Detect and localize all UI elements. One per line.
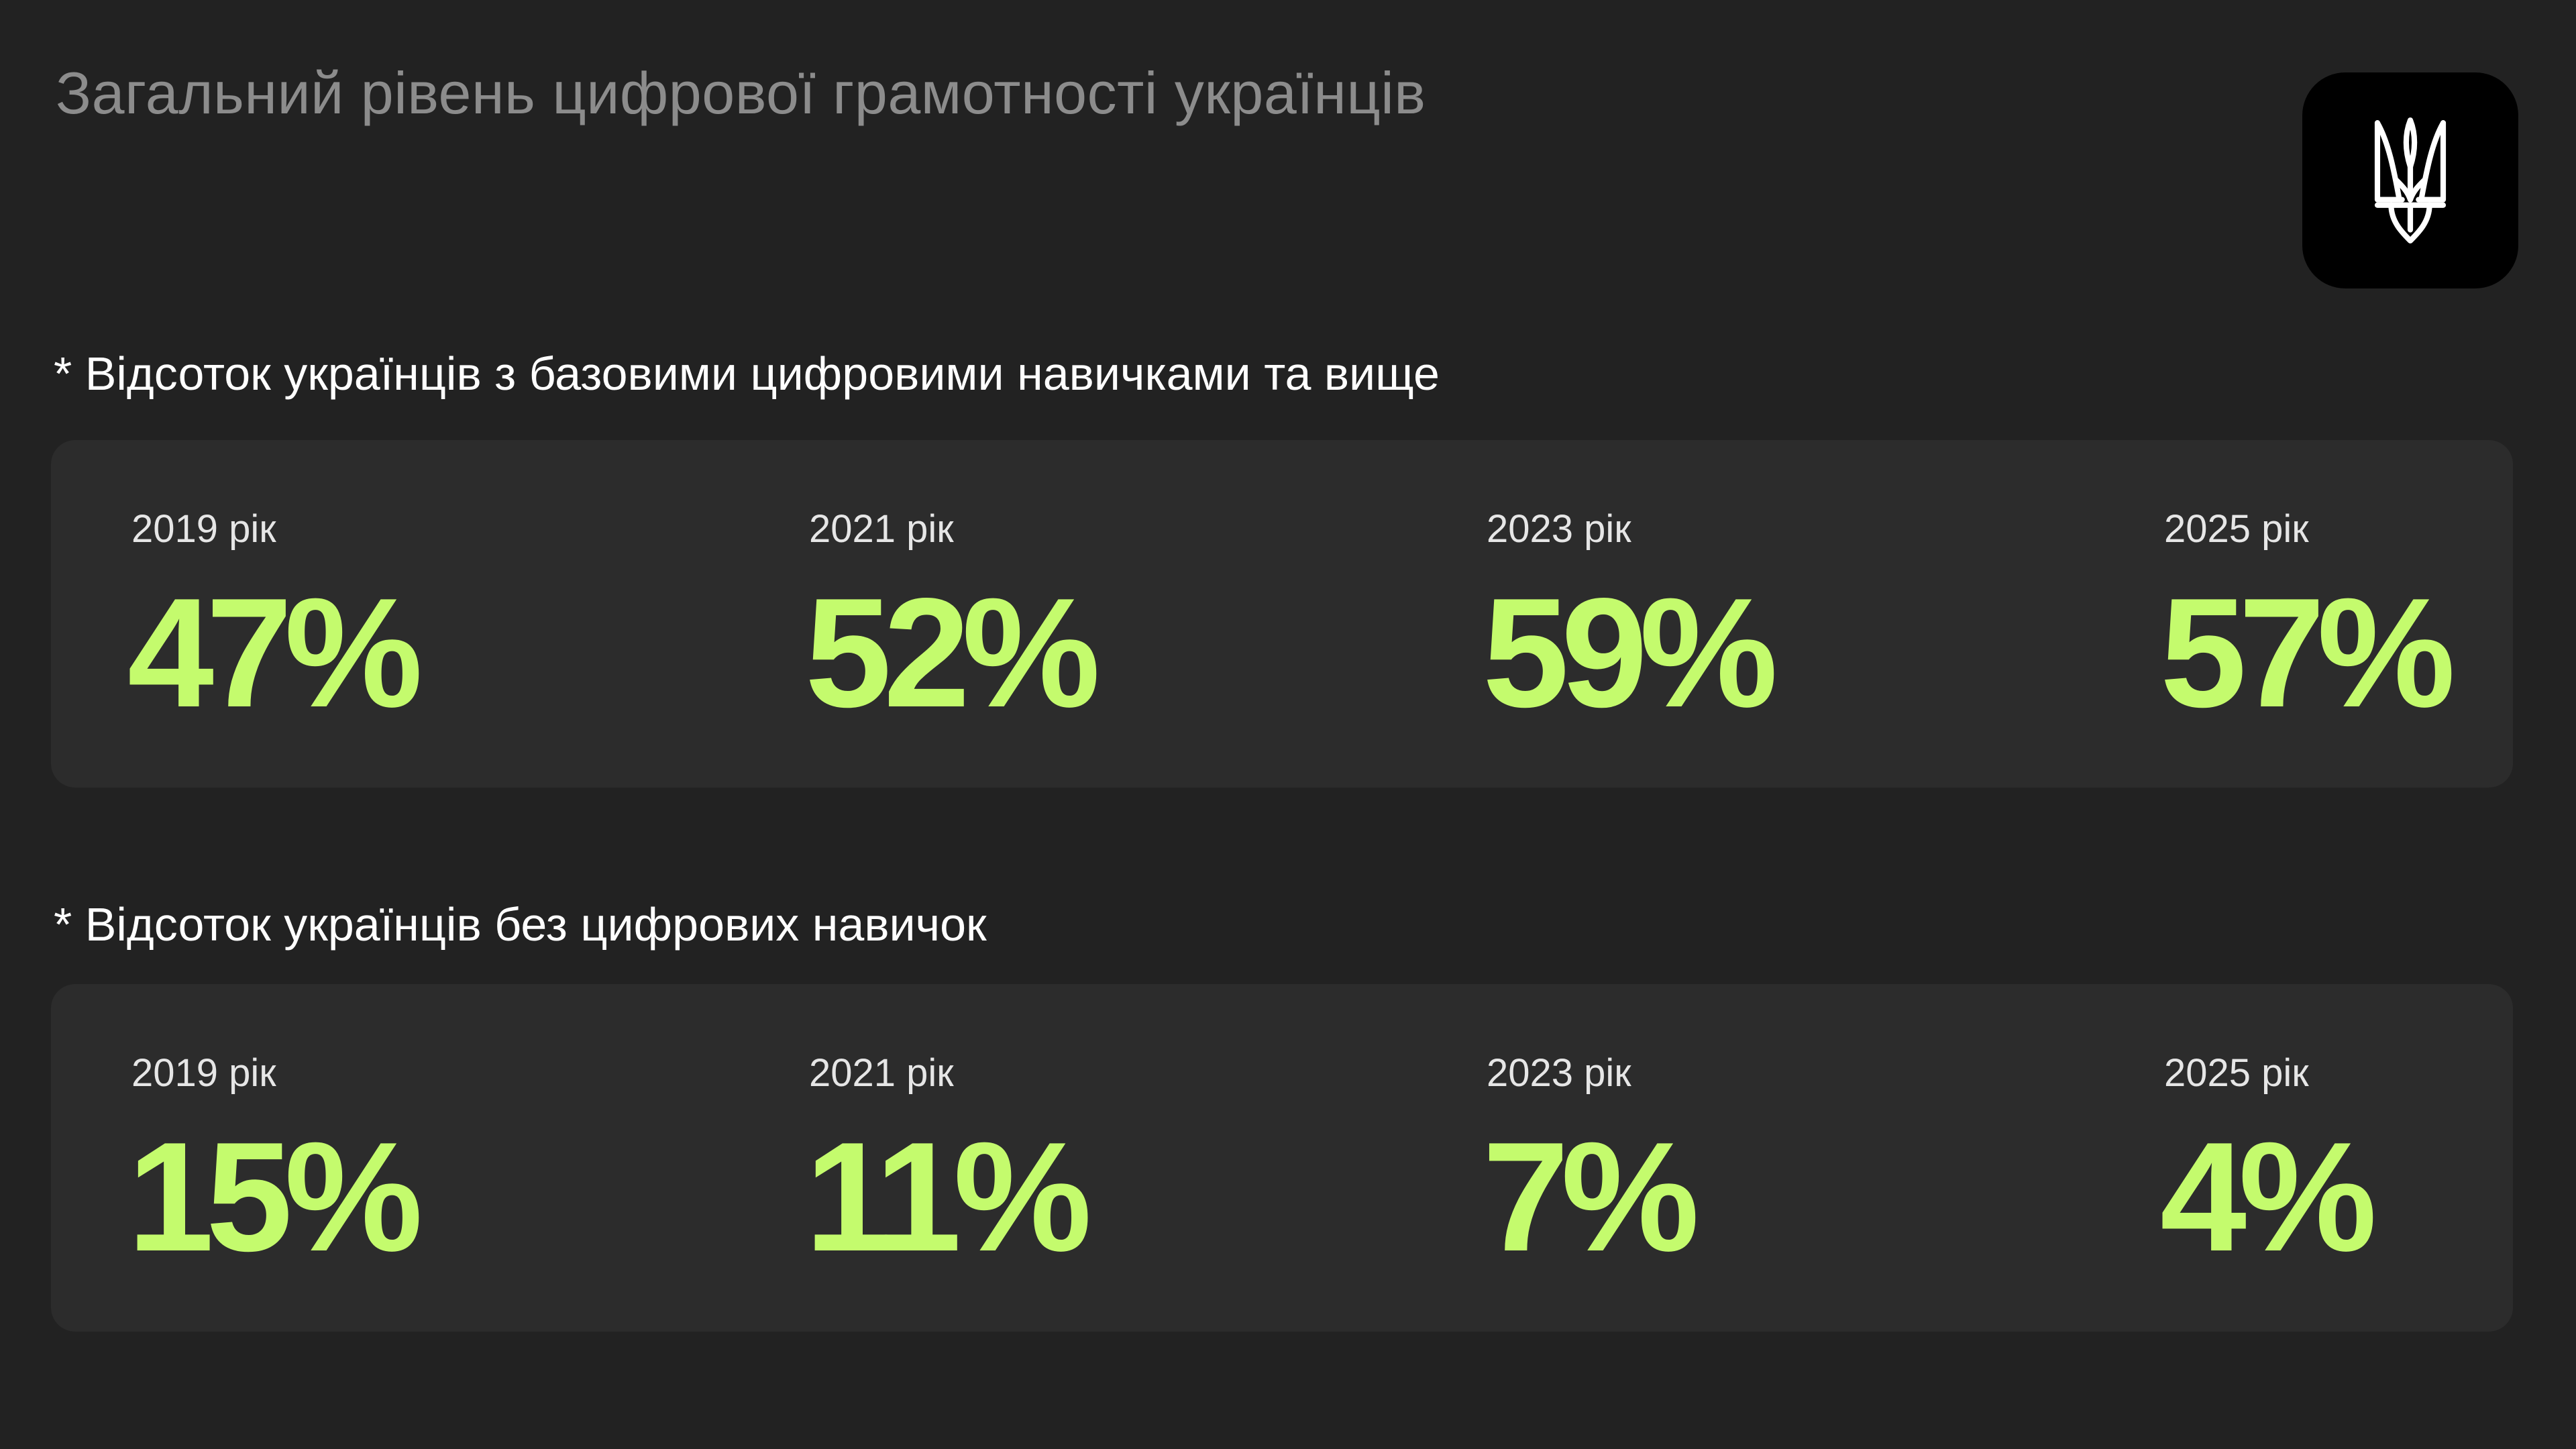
stats-card-basic-skills: 2019 рік 47% 2021 рік 52% 2023 рік 59% 2… (51, 440, 2513, 788)
stat-year-label: 2025 рік (2164, 1051, 2309, 1095)
section-title-no-skills: * Відсоток українців без цифрових навичо… (54, 898, 987, 951)
stat-value: 4% (2160, 1110, 2377, 1284)
stat-year-label: 2019 рік (131, 1051, 276, 1095)
trident-icon (2374, 117, 2447, 244)
stat-year-label: 2023 рік (1487, 1051, 1631, 1095)
stat-value: 59% (1483, 566, 1778, 740)
stat-value: 11% (805, 1110, 1092, 1284)
stat-year-label: 2023 рік (1487, 507, 1631, 551)
stat-value: 7% (1483, 1110, 1699, 1284)
section-title-basic-skills: * Відсоток українців з базовими цифровим… (54, 347, 1440, 400)
stat-year-label: 2021 рік (809, 1051, 954, 1095)
stat-year-label: 2025 рік (2164, 507, 2309, 551)
stat-value: 47% (127, 566, 423, 740)
stat-value: 15% (127, 1110, 423, 1284)
stats-card-no-skills: 2019 рік 15% 2021 рік 11% 2023 рік 7% 20… (51, 984, 2513, 1332)
stat-year-label: 2019 рік (131, 507, 276, 551)
page-title: Загальний рівень цифрової грамотності ук… (56, 60, 1426, 126)
logo (2302, 72, 2518, 288)
stat-year-label: 2021 рік (809, 507, 954, 551)
stat-value: 52% (805, 566, 1100, 740)
stat-value: 57% (2160, 566, 2455, 740)
